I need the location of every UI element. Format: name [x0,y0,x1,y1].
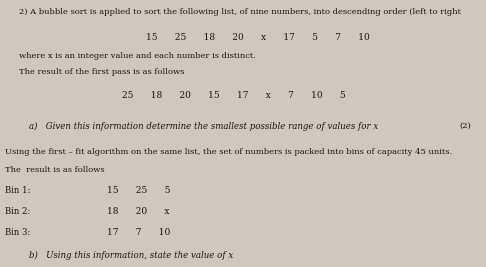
Text: 18      20      x: 18 20 x [107,207,170,216]
Text: Bin 2:: Bin 2: [5,207,30,216]
Text: The result of the first pass is as follows: The result of the first pass is as follo… [19,68,185,76]
Text: a)   Given this information determine the smallest possible range of values for : a) Given this information determine the … [29,121,379,131]
Text: 2) A bubble sort is applied to sort the following list, of nine numbers, into de: 2) A bubble sort is applied to sort the … [19,8,461,16]
Text: (2): (2) [460,121,471,129]
Text: b)   Using this information, state the value of x: b) Using this information, state the val… [29,251,233,260]
Text: 15      25      18      20      x      17      5      7      10: 15 25 18 20 x 17 5 7 10 [146,33,369,42]
Text: 17      7      10: 17 7 10 [107,228,170,237]
Text: 15      25      5: 15 25 5 [107,186,171,195]
Text: Bin 1:: Bin 1: [5,186,30,195]
Text: where x is an integer value and each number is distinct.: where x is an integer value and each num… [19,52,256,60]
Text: The  result is as follows: The result is as follows [5,166,104,174]
Text: Using the first – fit algorithm on the same list, the set of numbers is packed i: Using the first – fit algorithm on the s… [5,148,452,156]
Text: Bin 3:: Bin 3: [5,228,30,237]
Text: 25      18      20      15      17      x      7      10      5: 25 18 20 15 17 x 7 10 5 [122,91,345,100]
